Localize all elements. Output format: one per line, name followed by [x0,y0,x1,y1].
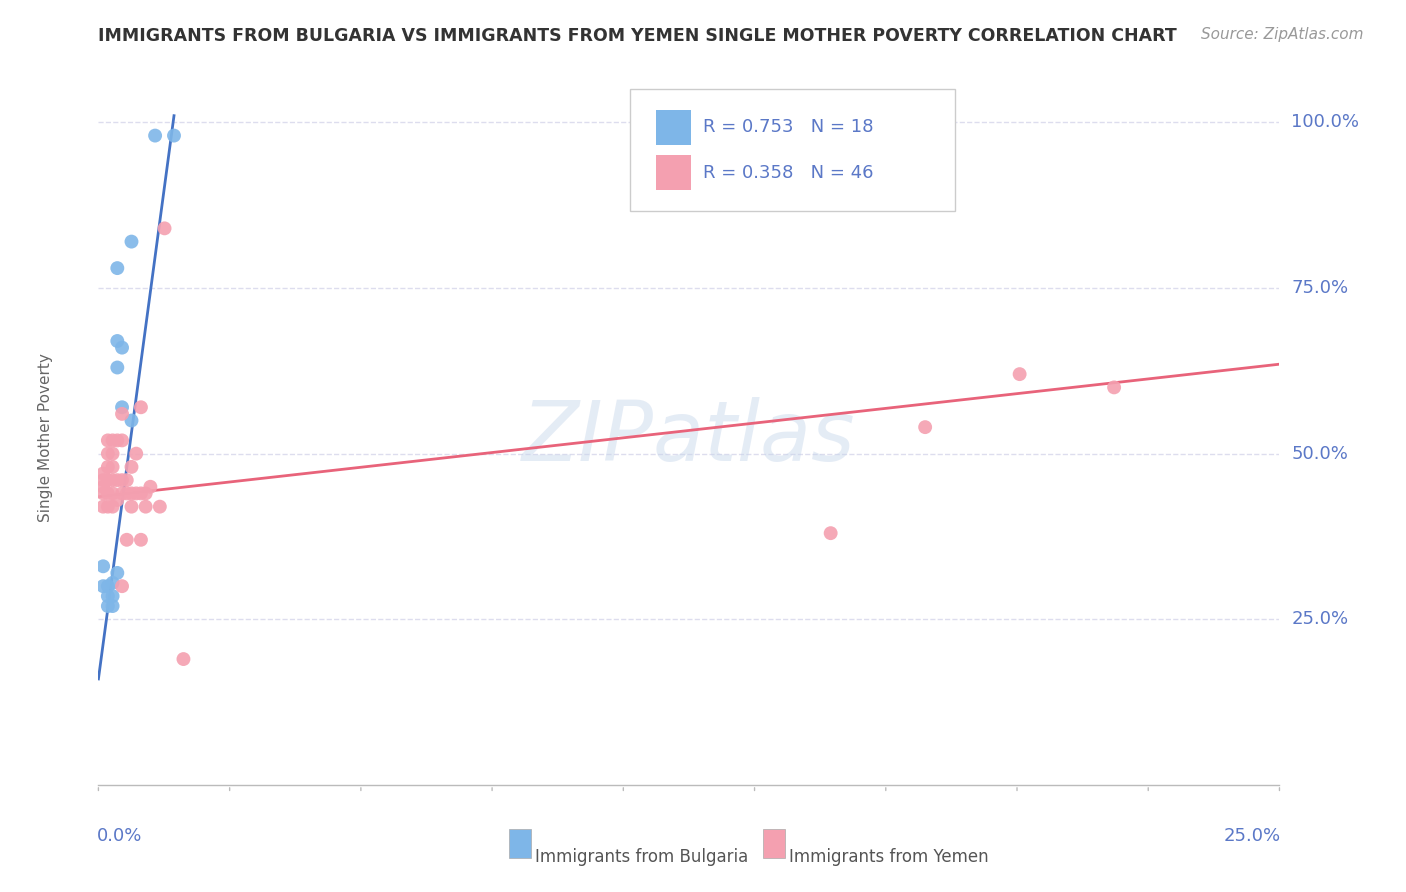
Text: 25.0%: 25.0% [1291,610,1348,628]
Point [129,533,152,547]
Text: Immigrants from Bulgaria: Immigrants from Bulgaria [536,847,748,865]
Point [129,486,152,500]
Point [125,447,148,461]
Point [97,486,120,500]
Point [135,486,157,500]
Point [115,473,138,487]
Point [97,589,120,603]
Point [135,500,157,514]
Point [91,473,114,487]
Text: R = 0.358   N = 46: R = 0.358 N = 46 [703,164,873,182]
Point [101,447,124,461]
Point [101,434,124,448]
Point [105,261,128,276]
Point [111,579,134,593]
Point [101,486,124,500]
Point [91,559,114,574]
Point [101,473,124,487]
Point [97,459,120,474]
Point [91,467,114,481]
Text: IMMIGRANTS FROM BULGARIA VS IMMIGRANTS FROM YEMEN SINGLE MOTHER POVERTY CORRELAT: IMMIGRANTS FROM BULGARIA VS IMMIGRANTS F… [98,27,1177,45]
Text: Single Mother Poverty: Single Mother Poverty [38,352,53,522]
Point [101,459,124,474]
Point [115,533,138,547]
Point [91,486,114,500]
Point [111,341,134,355]
Point [111,473,134,487]
Point [91,500,114,514]
Point [121,413,143,427]
Text: 50.0%: 50.0% [1291,444,1348,463]
Point [820,526,842,541]
Point [105,360,128,375]
Point [111,434,134,448]
Text: 75.0%: 75.0% [1291,279,1348,297]
Text: R = 0.753   N = 18: R = 0.753 N = 18 [703,119,873,136]
Point [149,500,172,514]
Point [111,486,134,500]
Text: 0.0%: 0.0% [97,827,142,845]
Point [129,401,152,415]
Text: ZIPatlas: ZIPatlas [522,397,856,477]
FancyBboxPatch shape [630,89,955,211]
Point [172,652,194,666]
FancyBboxPatch shape [509,829,530,858]
Point [163,128,186,143]
Point [111,407,134,421]
Point [115,486,138,500]
Point [105,334,128,348]
FancyBboxPatch shape [655,110,692,145]
Point [91,579,114,593]
Point [139,480,162,494]
Point [105,434,128,448]
Point [121,500,143,514]
Text: Immigrants from Yemen: Immigrants from Yemen [789,847,988,865]
Point [105,493,128,508]
Point [121,486,143,500]
FancyBboxPatch shape [763,829,785,858]
Point [101,575,124,590]
Point [97,500,120,514]
Text: 100.0%: 100.0% [1291,113,1360,131]
Point [97,447,120,461]
Point [153,221,176,235]
Point [105,566,128,580]
Point [914,420,936,434]
Point [97,473,120,487]
Point [121,235,143,249]
Point [105,473,128,487]
Point [97,599,120,613]
Point [143,128,166,143]
Point [101,589,124,603]
Point [1008,367,1031,381]
Point [121,459,143,474]
Point [125,486,148,500]
Point [101,599,124,613]
FancyBboxPatch shape [655,155,692,190]
Point [1102,380,1125,394]
Point [111,401,134,415]
Text: Source: ZipAtlas.com: Source: ZipAtlas.com [1201,27,1364,42]
Point [97,579,120,593]
Point [97,434,120,448]
Point [91,480,114,494]
Text: 25.0%: 25.0% [1223,827,1281,845]
Point [101,500,124,514]
